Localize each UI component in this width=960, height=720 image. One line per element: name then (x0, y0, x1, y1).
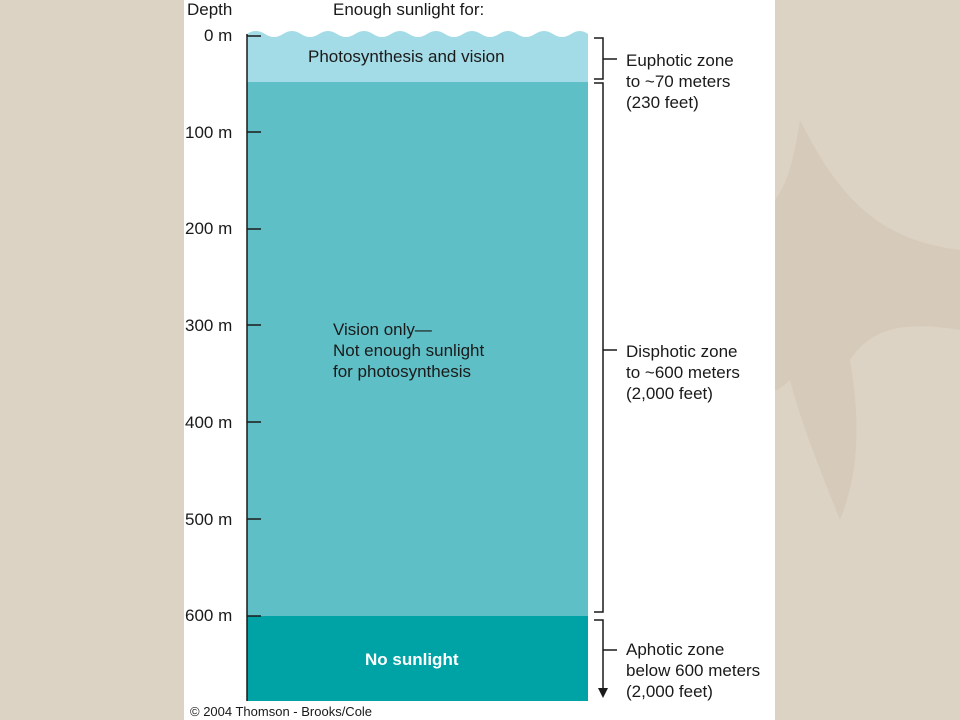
disphotic-band-line-3: for photosynthesis (333, 362, 471, 381)
euphotic-bracket (594, 37, 617, 80)
disphotic-bracket (594, 82, 617, 613)
disphotic-band-line-2: Not enough sunlight (333, 341, 485, 360)
aphotic-bracket (594, 619, 617, 690)
euphotic-zone-line-2: to ~70 meters (626, 72, 731, 91)
depth-header: Depth (187, 0, 233, 19)
aphotic-band (247, 616, 588, 701)
aphotic-band-text: No sunlight (365, 650, 459, 669)
depth-label-0: 0 m (204, 26, 233, 45)
disphotic-band-text: Vision only— Not enough sunlight for pho… (333, 319, 484, 382)
depth-label-200: 200 m (185, 219, 233, 238)
euphotic-band-text: Photosynthesis and vision (308, 47, 505, 66)
copyright-notice: © 2004 Thomson - Brooks/Cole (190, 704, 373, 719)
disphotic-band (247, 82, 588, 616)
disphotic-zone-line-3: (2,000 feet) (626, 384, 713, 403)
euphotic-zone-line-3: (230 feet) (626, 93, 699, 112)
aphotic-zone-note: Aphotic zone below 600 meters (2,000 fee… (626, 639, 760, 702)
disphotic-zone-line-2: to ~600 meters (626, 363, 740, 382)
depth-label-300: 300 m (185, 316, 233, 335)
aphotic-zone-line-2: below 600 meters (626, 661, 761, 680)
depth-label-100: 100 m (185, 123, 233, 142)
euphotic-zone-note: Euphotic zone to ~70 meters (230 feet) (626, 50, 734, 113)
euphotic-band (247, 31, 588, 82)
depth-label-500: 500 m (185, 510, 233, 529)
sunlight-header: Enough sunlight for: (333, 0, 485, 19)
aphotic-arrowhead (598, 688, 608, 698)
depth-tick-marks (247, 35, 261, 617)
aphotic-zone-line-1: Aphotic zone (626, 640, 725, 659)
depth-label-600: 600 m (185, 606, 233, 625)
euphotic-zone-line-1: Euphotic zone (626, 51, 734, 70)
depth-label-400: 400 m (185, 413, 233, 432)
disphotic-zone-line-1: Disphotic zone (626, 342, 738, 361)
disphotic-band-line-1: Vision only— (333, 320, 432, 339)
aphotic-zone-line-3: (2,000 feet) (626, 682, 713, 701)
disphotic-zone-note: Disphotic zone to ~600 meters (2,000 fee… (626, 341, 740, 404)
